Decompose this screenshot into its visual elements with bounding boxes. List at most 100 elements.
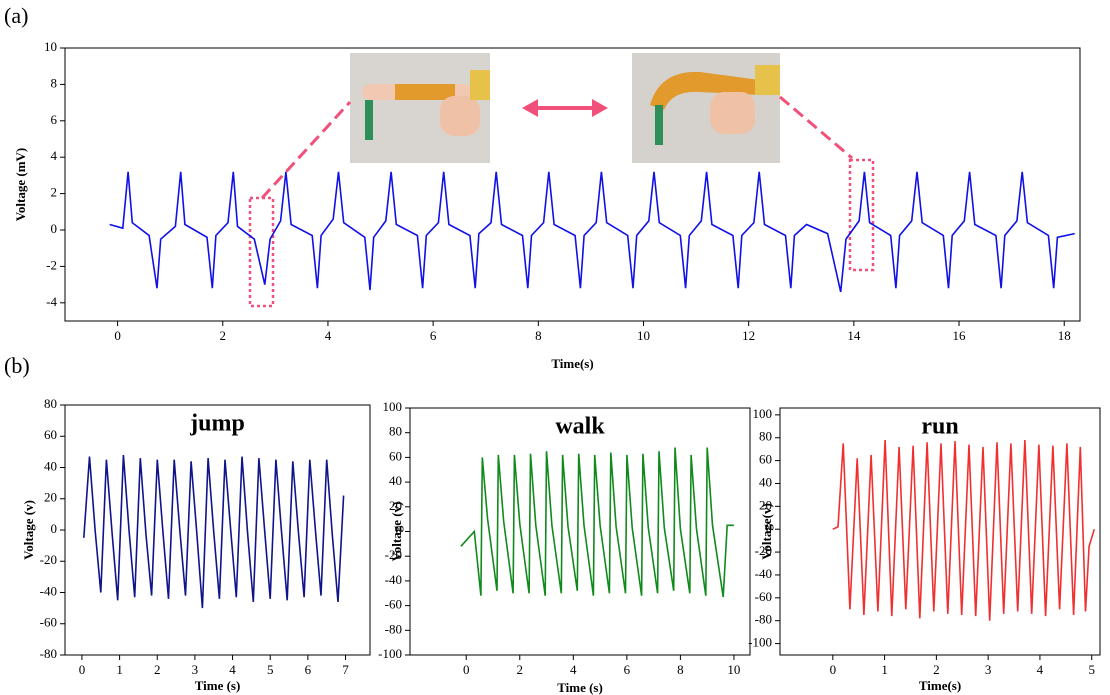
y-tick-label: 0 — [51, 521, 58, 536]
x-tick-label: 1 — [881, 662, 888, 677]
signal-line — [832, 439, 1096, 621]
x-tick-label: 0 — [114, 328, 121, 343]
x-tick-label: 2 — [154, 662, 161, 677]
x-tick-label: 2 — [933, 662, 940, 677]
y-tick-label: -100 — [748, 635, 772, 650]
x-axis-label: Time (s) — [557, 680, 603, 695]
y-tick-label: -20 — [755, 543, 772, 558]
y-tick-label: 20 — [44, 490, 57, 505]
inset-photos — [350, 53, 780, 163]
y-tick-label: -2 — [46, 257, 57, 272]
plot-frame — [64, 47, 1081, 322]
y-axis-label: Voltage (mV) — [13, 148, 28, 222]
hand — [710, 92, 755, 134]
highlight-box — [848, 158, 875, 272]
y-tick-label: 0 — [766, 520, 773, 535]
x-axis-label: Time(s) — [919, 678, 961, 693]
y-tick-label: 8 — [51, 75, 58, 90]
x-axis-label: Time (s) — [195, 678, 241, 693]
y-tick-label: 60 — [759, 452, 772, 467]
y-tick-label: 100 — [383, 399, 403, 414]
annotations — [248, 95, 875, 308]
x-tick-label: 2 — [517, 662, 524, 677]
chart-title: run — [921, 414, 958, 440]
y-tick-label: -20 — [40, 552, 57, 567]
y-tick-label: 20 — [389, 498, 402, 513]
y-tick-label: 40 — [389, 473, 402, 488]
x-tick-label: 3 — [985, 662, 992, 677]
x-tick-label: 10 — [727, 662, 740, 677]
highlight-box — [248, 196, 275, 308]
wire — [655, 105, 663, 145]
y-tick-label: 0 — [51, 221, 58, 236]
y-tick-label: 2 — [51, 185, 58, 200]
sensor — [650, 71, 760, 110]
y-tick-label: -80 — [40, 646, 57, 661]
pointer — [779, 95, 853, 160]
x-tick-label: 4 — [570, 662, 577, 677]
x-tick-label: 3 — [192, 662, 199, 677]
x-tick-label: 6 — [305, 662, 312, 677]
y-tick-label: 40 — [44, 458, 57, 473]
chart-title: jump — [189, 411, 245, 437]
x-tick-label: 6 — [430, 328, 437, 343]
y-tick-label: -60 — [40, 615, 57, 630]
x-tick-label: 5 — [267, 662, 274, 677]
chart: -4 -2 0 2 4 6 8 10 0 2 4 6 8 10 12 14 16 18 Time(s) Voltage… — [13, 39, 1081, 371]
y-tick-label: -40 — [755, 566, 772, 581]
chart-title: walk — [555, 414, 605, 440]
x-tick-label: 4 — [1037, 662, 1044, 677]
y-tick-label: 0 — [396, 522, 403, 537]
y-tick-label: 80 — [759, 429, 772, 444]
x-tick-label: 18 — [1058, 328, 1071, 343]
y-tick-label: 20 — [759, 497, 772, 512]
clip — [755, 65, 780, 95]
x-axis-label: Time(s) — [551, 356, 593, 371]
y-tick-label: -60 — [385, 597, 402, 612]
y-tick-label: -20 — [385, 547, 402, 562]
x-tick-label: 7 — [342, 662, 349, 677]
y-tick-label: 10 — [44, 39, 57, 54]
y-tick-label: -40 — [385, 572, 402, 587]
x-tick-label: 5 — [1088, 662, 1095, 677]
chart: -80 -60 -40 -20 0 20 40 60 80 0 1 2 3 4 5 6 7 Time (s) Vol… — [21, 396, 371, 693]
x-tick-label: 8 — [677, 662, 684, 677]
pointer — [260, 100, 352, 200]
y-tick-label: 60 — [389, 448, 402, 463]
x-tick-label: 0 — [463, 662, 470, 677]
x-tick-label: 16 — [953, 328, 967, 343]
y-tick-label: -4 — [46, 294, 57, 309]
y-axis-label: Voltage (v) — [21, 500, 36, 560]
y-tick-label: 60 — [44, 427, 57, 442]
x-tick-label: 1 — [116, 662, 123, 677]
x-tick-label: 14 — [847, 328, 861, 343]
chart: -100 -80 -60 -40 -20 0 20 40 60 80 100 0 1 2 3 4 5 Time(s… — [748, 406, 1101, 693]
y-tick-label: -80 — [755, 612, 772, 627]
x-tick-label: 12 — [742, 328, 755, 343]
y-tick-label: -80 — [385, 621, 402, 636]
x-tick-label: 4 — [325, 328, 332, 343]
y-tick-label: 100 — [753, 406, 773, 421]
y-axis-label: Voltage (v) — [389, 502, 404, 562]
x-tick-label: 8 — [535, 328, 542, 343]
wire — [365, 100, 373, 140]
chart: -100 -80 -60 -40 -20 0 20 40 60 80 100 0 2 4 6 8 10 Time … — [378, 399, 751, 695]
y-tick-label: 80 — [44, 396, 57, 411]
panel-label: (a) — [4, 3, 28, 28]
signal-line — [460, 447, 734, 598]
signal-line — [83, 454, 345, 609]
y-tick-label: -60 — [755, 589, 772, 604]
x-tick-label: 0 — [830, 662, 837, 677]
x-tick-label: 2 — [220, 328, 227, 343]
plot-frame — [409, 407, 751, 656]
y-tick-label: -40 — [40, 583, 57, 598]
y-tick-label: 80 — [389, 424, 402, 439]
signal-line — [109, 171, 1075, 293]
y-tick-label: 4 — [51, 148, 58, 163]
x-tick-label: 6 — [624, 662, 631, 677]
clip — [470, 70, 490, 100]
y-tick-label: 6 — [51, 112, 58, 127]
plot-frame — [779, 407, 1101, 656]
y-tick-label: -100 — [378, 646, 402, 661]
